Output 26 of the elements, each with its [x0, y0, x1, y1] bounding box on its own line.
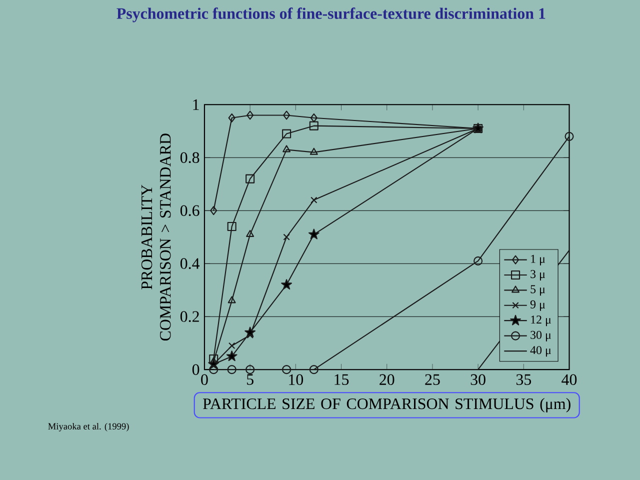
y-tick-label: 0.6 [180, 205, 200, 216]
legend-label: 40 μ [530, 346, 551, 357]
x-tick-label: 10 [289, 374, 304, 386]
x-tick-label: 40 [562, 374, 577, 386]
chart-title: Psychometric functions of fine-surface-texture discrimination 1 [116, 8, 546, 22]
x-tick-label: 5 [247, 374, 254, 385]
x-tick-label: 30 [470, 374, 486, 386]
legend-label: 30 μ [530, 330, 551, 342]
x-axis-title: PARTICLE SIZE OF COMPARISON STIMULUS (μm) [203, 398, 570, 412]
y-tick-label: 1 [193, 99, 199, 110]
y-tick-label: 0.4 [180, 258, 200, 270]
legend-label: 9 μ [530, 300, 545, 311]
legend-label: 3 μ [530, 270, 545, 281]
x-tick-label: 35 [516, 374, 532, 385]
y-tick-label: 0.8 [180, 152, 200, 164]
y-tick-label: 0 [192, 364, 200, 375]
x-tick-label: 25 [425, 374, 440, 385]
legend-label: 12 μ [531, 316, 551, 326]
x-tick-label: 15 [334, 374, 349, 385]
y-tick-label: 0.2 [180, 311, 199, 322]
x-tick-label: 0 [201, 374, 208, 386]
y-axis-title: PROBABILITY COMPARISON > STANDARD [141, 134, 171, 341]
legend-label: 1 μ [531, 254, 545, 266]
text: Miyaoka et al. (1999) [48, 422, 129, 432]
x-tick-label: 20 [380, 374, 394, 386]
legend-label: 5 μ [530, 285, 545, 296]
